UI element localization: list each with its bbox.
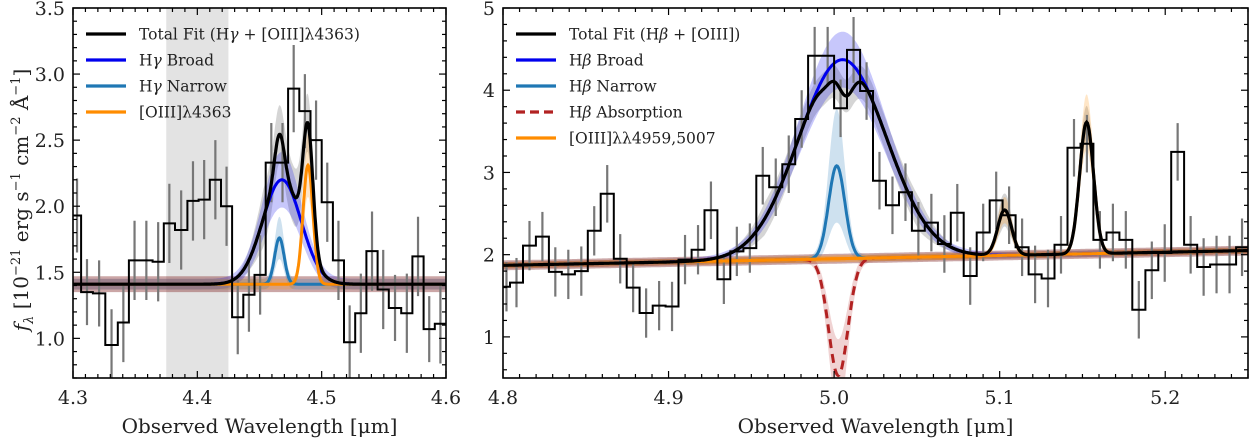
component-band-2 xyxy=(503,247,1248,378)
y-tick-label: 1 xyxy=(483,327,495,349)
legend-greek: γ xyxy=(153,52,163,70)
legend-text-part: H xyxy=(569,104,583,122)
data-step-line xyxy=(503,48,1248,314)
legend-text-part: Total Fit (H xyxy=(569,26,659,44)
right-panel-hbeta: 4.8 4.9 5.0 5.1 5.2 1 2 3 4 5 Observed Wavelength … xyxy=(483,0,1249,438)
component-line-h-absorption xyxy=(503,249,1248,378)
legend-entry: [OIII]λλ4959,5007 xyxy=(569,130,716,148)
x-axis-label: Observed Wavelength [μm] xyxy=(738,414,1014,438)
y-tick-label: 2.5 xyxy=(35,130,65,152)
total-fit-line xyxy=(73,121,446,286)
legend-text-part: Total Fit (H xyxy=(139,26,229,44)
legend-entry: [OIII]λ4363 xyxy=(139,104,231,122)
plot-area xyxy=(73,8,446,378)
y-tick-label: 3 xyxy=(483,162,495,184)
y-tick-label: 2.0 xyxy=(35,196,65,218)
legend-entry: Hγ Narrow xyxy=(139,78,228,96)
y-tick-label: 1.5 xyxy=(35,262,65,284)
y-tick-label: 2 xyxy=(483,245,495,267)
legend-greek: β xyxy=(582,104,592,122)
legend-greek: β xyxy=(582,52,592,70)
y-tick-label: 3.0 xyxy=(35,64,65,86)
data-step-line xyxy=(73,87,446,346)
ylabel-sup: −1 xyxy=(9,77,24,96)
legend-greek: β xyxy=(582,78,592,96)
ylabel-text: ] xyxy=(9,69,33,77)
masked-region xyxy=(166,8,229,378)
component-band-3 xyxy=(503,197,1248,269)
x-tick-label: 4.3 xyxy=(58,387,88,409)
ylabel-text: cm xyxy=(9,136,33,173)
legend-text-part: Broad xyxy=(162,52,214,70)
x-axis-label: Observed Wavelength [μm] xyxy=(122,414,398,438)
legend-entry: Total Fit (Hβ + [OIII]) xyxy=(569,26,740,44)
legend-greek: γ xyxy=(153,78,163,96)
x-tick-label: 4.6 xyxy=(431,387,461,409)
y-tick-label: 5 xyxy=(483,0,495,20)
plot-area xyxy=(503,17,1248,378)
y-axis-label: fλ [10−21 erg s−1 cm−2 Å−1] xyxy=(8,69,37,334)
x-tick-label: 4.8 xyxy=(488,387,518,409)
legend-entry: Hβ Narrow xyxy=(569,78,657,96)
legend-text-part: [OIII]λλ4959,5007 xyxy=(569,130,716,148)
legend-text-part: H xyxy=(569,52,583,70)
legend-text-part: H xyxy=(139,78,153,96)
legend-text-part: Absorption xyxy=(592,104,683,122)
legend-entry: Hβ Broad xyxy=(569,52,644,70)
x-tick-label: 4.9 xyxy=(653,387,683,409)
legend-greek: β xyxy=(658,26,668,44)
legend-greek: γ xyxy=(229,26,239,44)
ylabel-text: erg s xyxy=(9,191,33,248)
legend-text-part: H xyxy=(569,78,583,96)
left-panel-hgamma: 4.3 4.4 4.5 4.6 1.0 1.5 2.0 2.5 3.0 3.5 Observed W… xyxy=(35,0,461,438)
component-band-0 xyxy=(73,152,446,290)
y-tick-label: 1.0 xyxy=(35,328,65,350)
legend-text-part: Narrow xyxy=(592,78,658,96)
component-band-1 xyxy=(73,216,446,290)
legend-text-part: [OIII]λ4363 xyxy=(139,104,231,122)
ylabel-sub: λ xyxy=(22,316,37,325)
legend-entry: Hγ Broad xyxy=(139,52,214,70)
x-tick-label: 5.0 xyxy=(819,387,849,409)
legend-text-part: Narrow xyxy=(162,78,228,96)
legend-entry: Total Fit (Hγ + [OIII]λ4363) xyxy=(139,26,360,44)
legend-entry: Hβ Absorption xyxy=(569,104,683,122)
ylabel-text: Å xyxy=(8,95,33,116)
ylabel-sup: −2 xyxy=(9,117,24,136)
total-fit-line xyxy=(503,79,1248,267)
x-tick-label: 5.2 xyxy=(1150,387,1180,409)
ylabel-sup: −21 xyxy=(9,249,24,276)
legend-text-part: + [OIII]λ4363) xyxy=(239,26,360,44)
ylabel-sup: −1 xyxy=(9,172,24,191)
y-tick-label: 3.5 xyxy=(35,0,65,20)
x-tick-label: 5.1 xyxy=(985,387,1015,409)
axes-frame xyxy=(502,7,1249,379)
x-tick-label: 4.4 xyxy=(182,387,212,409)
x-tick-label: 4.5 xyxy=(307,387,337,409)
y-tick-label: 4 xyxy=(483,80,495,102)
legend-text-part: H xyxy=(139,52,153,70)
legend-text-part: + [OIII]) xyxy=(668,26,740,44)
legend-text-part: Broad xyxy=(592,52,644,70)
ylabel-text: [10 xyxy=(9,276,33,316)
